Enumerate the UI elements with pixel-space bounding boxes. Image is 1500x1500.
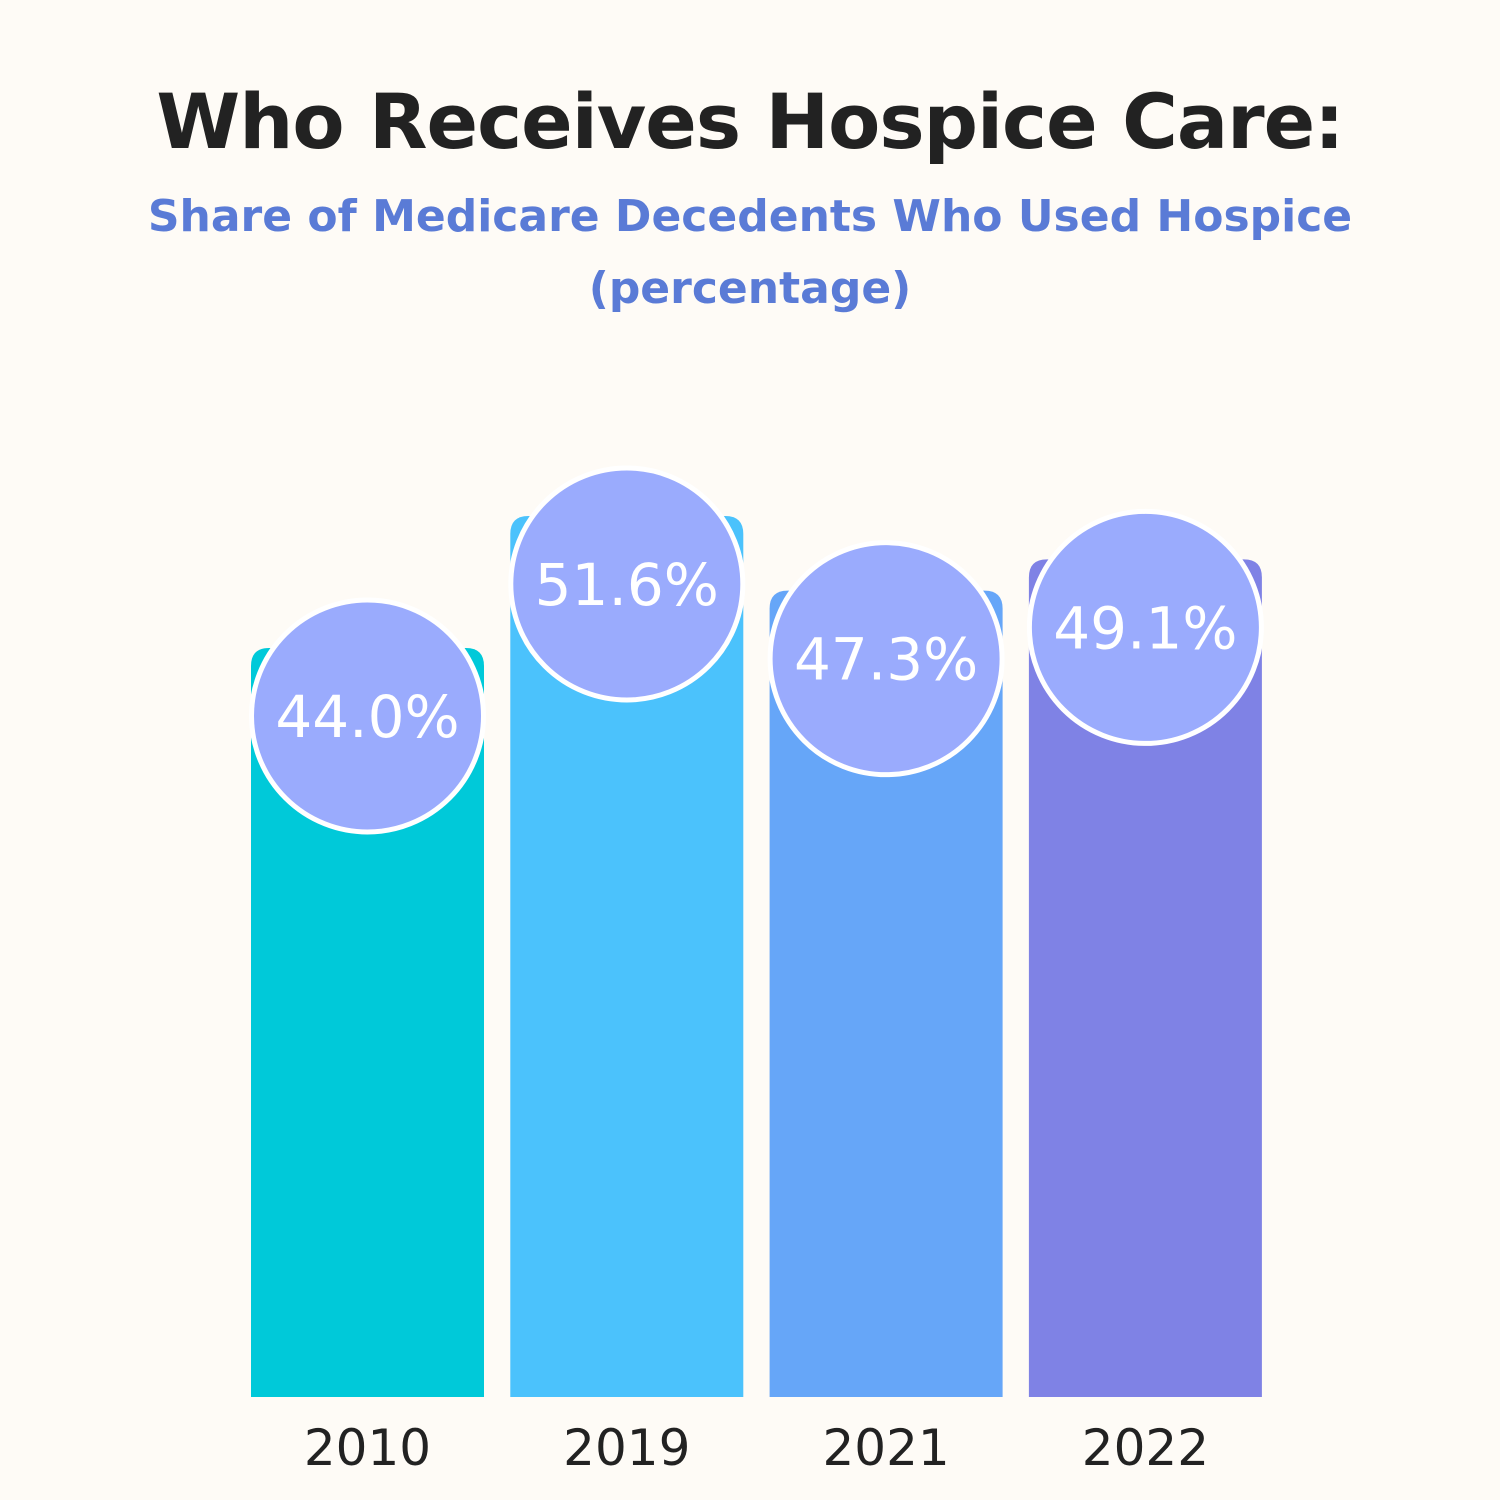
value-bubble-2010 xyxy=(249,597,486,835)
category-label-2021: 2021 xyxy=(822,1419,949,1477)
category-label-2019: 2019 xyxy=(563,1419,690,1477)
bar-2010 xyxy=(251,648,484,1397)
value-label-2021: 47.3% xyxy=(794,626,978,694)
bar-group-2010: 44.0% 2010 xyxy=(249,597,486,1477)
category-label-2022: 2022 xyxy=(1082,1419,1209,1477)
value-bubble-2021 xyxy=(767,540,1005,778)
value-bubble-2019 xyxy=(508,465,746,703)
chart-title: Who Receives Hospice Care: xyxy=(156,77,1344,166)
bar-group-2021: 47.3% 2021 xyxy=(767,540,1005,1477)
bar-group-2019: 51.6% 2019 xyxy=(508,465,746,1477)
value-bubble-2022 xyxy=(1026,508,1264,746)
bar-group-2022: 49.1% 2022 xyxy=(1026,508,1264,1477)
chart-unit-label: (percentage) xyxy=(588,263,912,314)
value-label-2019: 51.6% xyxy=(535,551,719,619)
bar-2019 xyxy=(510,516,744,1397)
value-label-2010: 44.0% xyxy=(275,683,459,751)
value-label-2022: 49.1% xyxy=(1053,594,1237,662)
bar-2022 xyxy=(1028,559,1262,1397)
category-label-2010: 2010 xyxy=(304,1419,431,1477)
bar-2021 xyxy=(769,590,1003,1397)
chart-subtitle: Share of Medicare Decedents Who Used Hos… xyxy=(147,191,1353,242)
